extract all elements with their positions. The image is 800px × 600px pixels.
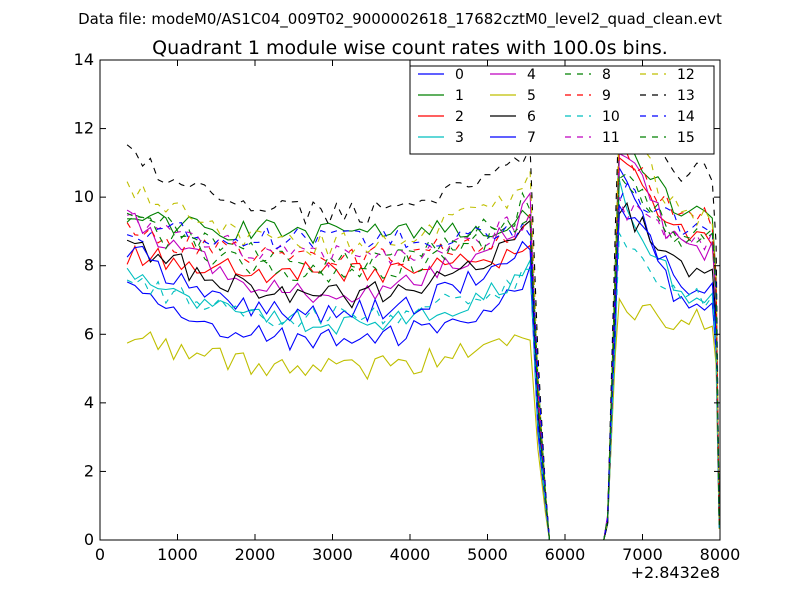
y-tick-label: 2	[84, 461, 94, 480]
y-tick-label: 0	[84, 530, 94, 549]
series-line-15	[126, 173, 720, 540]
legend-label-6: 6	[527, 109, 536, 125]
y-tick-label: 4	[84, 393, 94, 412]
legend-label-3: 3	[455, 130, 464, 146]
y-tick-label: 10	[74, 187, 94, 206]
plot-frame	[99, 59, 721, 541]
axis-ticks: 0 1000 2000 3000 4000 5000 6000 7000 80000246810…	[74, 50, 741, 564]
legend-label-12: 12	[677, 67, 695, 83]
y-tick-label: 12	[74, 119, 94, 138]
legend-label-7: 7	[527, 130, 536, 146]
legend-label-4: 4	[527, 67, 536, 83]
legend-label-8: 8	[602, 67, 611, 83]
series-line-14	[126, 182, 720, 540]
legend-label-2: 2	[455, 109, 464, 125]
series-line-0	[126, 165, 720, 540]
data-file-label: Data file: modeM0/AS1C04_009T02_90000026…	[78, 10, 722, 29]
series-line-4	[126, 152, 720, 540]
legend-label-9: 9	[602, 88, 611, 104]
series-line-8	[126, 172, 720, 540]
legend-label-5: 5	[527, 88, 536, 104]
series-line-6	[126, 201, 720, 540]
legend-label-10: 10	[602, 109, 620, 125]
y-tick-label: 6	[84, 324, 94, 343]
x-tick-label: 1000	[157, 545, 198, 564]
x-tick-label: 7000	[622, 545, 663, 564]
legend-label-11: 11	[602, 130, 620, 146]
x-tick-label: 5000	[467, 545, 508, 564]
series-line-5	[126, 296, 720, 540]
x-tick-label: 2000	[235, 545, 276, 564]
x-tick-label: 3000	[312, 545, 353, 564]
x-tick-label: 0	[95, 545, 105, 564]
chart-title: Quadrant 1 module wise count rates with …	[152, 37, 668, 59]
legend-label-14: 14	[677, 109, 695, 125]
series-line-7	[126, 203, 720, 540]
legend-label-1: 1	[455, 88, 464, 104]
x-tick-label: 6000	[545, 545, 586, 564]
legend-label-13: 13	[677, 88, 695, 104]
y-tick-label: 14	[74, 50, 94, 69]
x-offset-label: +2.8432e8	[631, 563, 720, 582]
x-tick-label: 8000	[700, 545, 741, 564]
series-line-10	[126, 231, 720, 540]
x-tick-label: 4000	[390, 545, 431, 564]
y-tick-label: 8	[84, 256, 94, 275]
legend-label-0: 0	[455, 67, 464, 83]
legend-label-15: 15	[677, 130, 695, 146]
series-line-2	[126, 156, 720, 540]
legend-box	[409, 65, 715, 155]
